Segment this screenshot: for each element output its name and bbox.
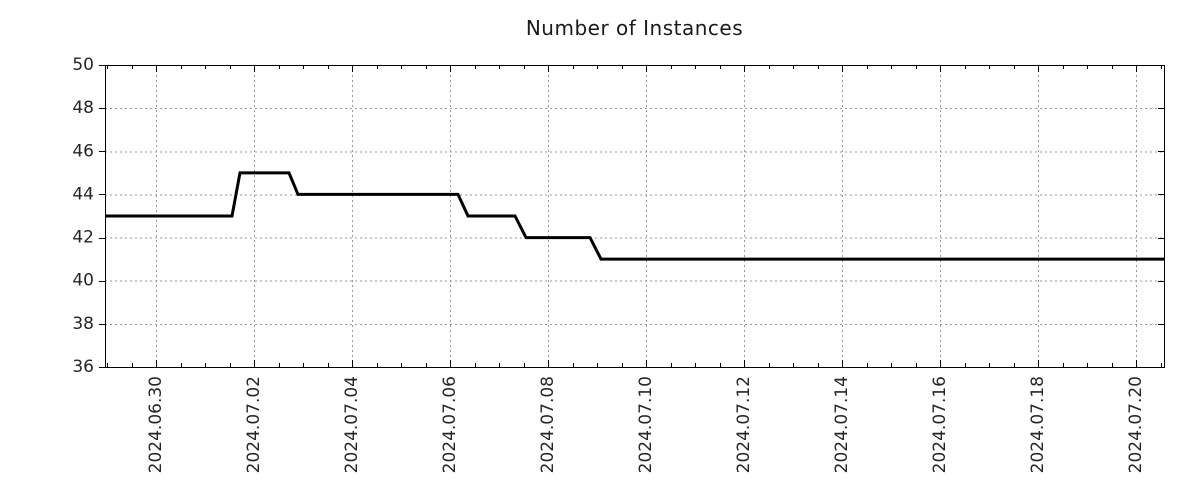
x-tick-label: 2024.07.06: [440, 376, 460, 473]
gridlines: [105, 65, 1164, 367]
x-tick-label: 2024.07.18: [1028, 376, 1048, 473]
x-tick-label: 2024.07.20: [1126, 376, 1146, 473]
x-tick-label: 2024.07.04: [342, 376, 362, 473]
x-tick-label: 2024.07.14: [832, 376, 852, 473]
y-tick-label: 42: [72, 228, 94, 248]
x-tick-label: 2024.07.12: [734, 376, 754, 473]
x-tick-label: 2024.07.02: [244, 376, 264, 473]
y-tick-label: 46: [72, 141, 94, 161]
x-tick-label: 2024.07.08: [538, 376, 558, 473]
y-tick-label: 38: [72, 314, 94, 334]
y-tick-labels: 36 38 40 42 44 46 48 50: [72, 55, 94, 377]
y-tick-label: 44: [72, 184, 94, 204]
x-tick-labels: 2024.06.30 2024.07.02 2024.07.04 2024.07.06…: [146, 376, 1146, 473]
chart-title: Number of Instances: [525, 16, 744, 40]
tick-marks: [99, 65, 1164, 368]
y-tick-label: 50: [72, 55, 94, 75]
y-tick-label: 36: [72, 357, 94, 377]
x-tick-label: 2024.06.30: [146, 376, 166, 473]
series-line-instances: [105, 171, 1164, 261]
plot-border: [105, 65, 1165, 368]
x-tick-label: 2024.07.16: [930, 376, 950, 473]
y-tick-label: 48: [72, 98, 94, 118]
x-tick-label: 2024.07.10: [636, 376, 656, 473]
y-tick-label: 40: [72, 271, 94, 291]
